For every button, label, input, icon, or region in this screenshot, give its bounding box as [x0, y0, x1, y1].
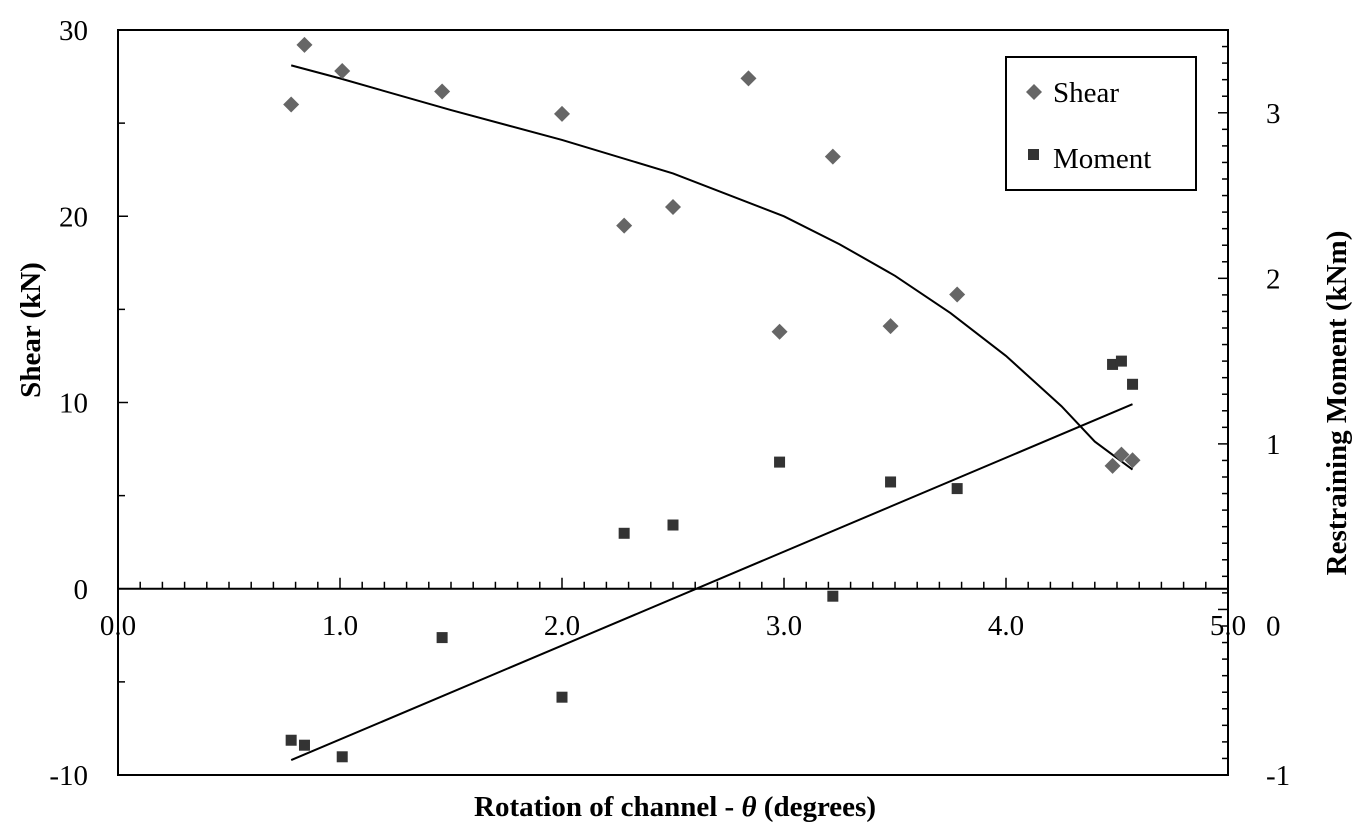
shear-point — [554, 105, 570, 122]
y-tick-label: 20 — [59, 201, 88, 233]
moment-point — [667, 519, 679, 531]
moment-point — [1115, 355, 1127, 367]
legend-box — [1005, 56, 1197, 191]
trendline-moment — [290, 403, 1133, 762]
moment-point — [556, 691, 568, 703]
moment-point — [285, 734, 297, 746]
legend-moment-label: Moment — [1053, 143, 1151, 175]
data-points — [283, 36, 1141, 763]
moment-point — [827, 590, 839, 602]
y-tick-label: 0 — [74, 574, 89, 606]
moment-point — [618, 527, 630, 539]
y2-tick-label: 3 — [1266, 98, 1281, 130]
moment-point — [1107, 358, 1119, 370]
x-axis-title: Rotation of channel - θ (degrees) — [474, 791, 876, 823]
moment-point — [436, 632, 448, 644]
ticks — [117, 29, 1229, 776]
y2-axis-title: Restraining Moment (kNm) — [1321, 231, 1353, 576]
moment-point — [336, 751, 348, 763]
x-tick-label: 2.0 — [544, 610, 580, 642]
y2-tick-label: 0 — [1266, 610, 1281, 642]
x-tick-label: 4.0 — [988, 610, 1024, 642]
shear-point — [1124, 452, 1141, 469]
shear-point — [283, 96, 300, 113]
y2-tick-label: -1 — [1266, 760, 1290, 792]
shear-point — [616, 217, 633, 234]
x-tick-label: 3.0 — [766, 610, 802, 642]
shear-point — [334, 62, 351, 79]
y-tick-label: -10 — [49, 760, 88, 792]
shear-point — [949, 286, 966, 303]
trendline-shear — [290, 64, 1134, 471]
moment-point — [951, 483, 963, 495]
shear-point — [665, 198, 681, 215]
shear-point — [740, 70, 757, 87]
moment-point — [885, 476, 897, 488]
legend-moment-marker — [1028, 149, 1039, 160]
y2-tick-label: 1 — [1266, 429, 1281, 461]
legend-shear-label: Shear — [1053, 77, 1119, 109]
shear-point — [771, 323, 788, 340]
y-tick-label: 30 — [59, 15, 88, 47]
shear-point — [434, 83, 451, 100]
legend: Shear Moment — [1005, 56, 1197, 191]
shear-point — [824, 148, 841, 165]
shear-point — [296, 36, 313, 53]
shear-point — [1104, 457, 1121, 474]
y-axis-title: Shear (kN) — [15, 262, 47, 398]
moment-point — [298, 739, 310, 751]
x-tick-label: 5.0 — [1210, 610, 1246, 642]
y2-tick-label: 2 — [1266, 263, 1281, 295]
shear-point — [1113, 446, 1130, 463]
x-tick-label: 1.0 — [322, 610, 358, 642]
trendlines — [290, 64, 1134, 762]
x-tick-label: 0.0 — [100, 610, 136, 642]
legend-shear-marker — [1026, 84, 1042, 100]
y-tick-label: 10 — [59, 388, 88, 420]
moment-point — [774, 456, 786, 468]
shear-point — [882, 318, 899, 335]
moment-point — [1127, 378, 1139, 390]
